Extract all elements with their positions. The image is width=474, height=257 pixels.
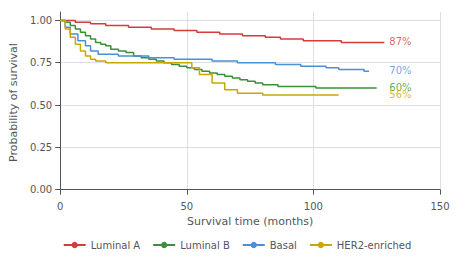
svg-text:Survival time (months): Survival time (months) bbox=[187, 215, 313, 228]
svg-text:50: 50 bbox=[180, 201, 193, 212]
svg-text:0.00: 0.00 bbox=[30, 184, 52, 195]
svg-text:Basal: Basal bbox=[270, 240, 297, 251]
svg-text:1.00: 1.00 bbox=[30, 15, 52, 26]
svg-text:0.75: 0.75 bbox=[30, 57, 52, 68]
svg-text:0.50: 0.50 bbox=[30, 100, 52, 111]
svg-text:150: 150 bbox=[430, 201, 449, 212]
svg-text:Luminal A: Luminal A bbox=[91, 240, 141, 251]
svg-text:60%: 60% bbox=[389, 81, 412, 93]
svg-text:Luminal B: Luminal B bbox=[180, 240, 230, 251]
svg-text:0: 0 bbox=[57, 201, 63, 212]
svg-text:0.25: 0.25 bbox=[30, 142, 52, 153]
svg-text:HER2-enriched: HER2-enriched bbox=[337, 240, 411, 251]
svg-text:87%: 87% bbox=[389, 36, 411, 47]
svg-text:100: 100 bbox=[304, 201, 323, 212]
svg-text:70%: 70% bbox=[389, 65, 411, 76]
svg-text:56%: 56% bbox=[389, 89, 411, 100]
svg-text:Probability of survival: Probability of survival bbox=[7, 43, 20, 162]
